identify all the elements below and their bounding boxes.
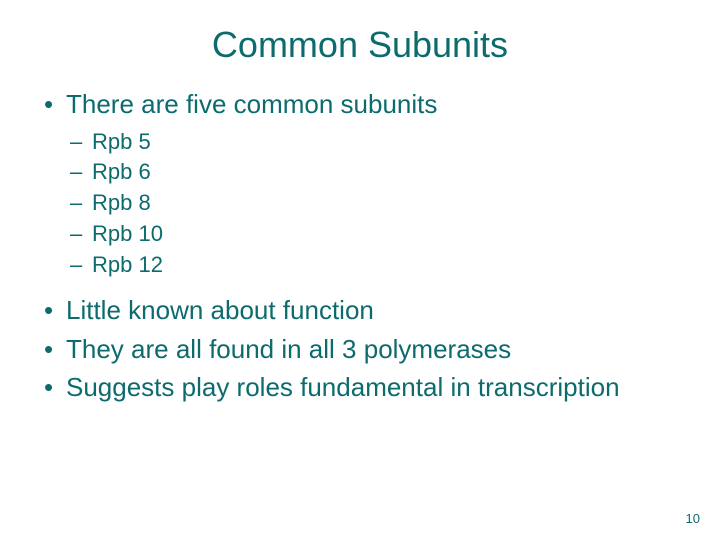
slide-container: Common Subunits There are five common su… <box>0 0 720 540</box>
bullet-point-text: They are all found in all 3 polymerases <box>66 334 511 364</box>
slide-title: Common Subunits <box>40 24 680 66</box>
sub-bullet-group: Rpb 5 Rpb 6 Rpb 8 Rpb 10 Rpb 12 <box>40 127 680 281</box>
bullet-point: Suggests play roles fundamental in trans… <box>40 371 680 404</box>
bullet-intro-text: There are five common subunits <box>66 89 437 119</box>
sub-bullet: Rpb 6 <box>68 157 680 188</box>
sub-bullet: Rpb 5 <box>68 127 680 158</box>
bullet-point-text: Little known about function <box>66 295 374 325</box>
sub-bullet: Rpb 12 <box>68 250 680 281</box>
sub-bullet: Rpb 8 <box>68 188 680 219</box>
bullet-point: Little known about function <box>40 294 680 327</box>
sub-bullet: Rpb 10 <box>68 219 680 250</box>
page-number: 10 <box>686 511 700 526</box>
bullet-point-text: Suggests play roles fundamental in trans… <box>66 372 620 402</box>
bullet-point: They are all found in all 3 polymerases <box>40 333 680 366</box>
bullet-intro: There are five common subunits <box>40 88 680 121</box>
